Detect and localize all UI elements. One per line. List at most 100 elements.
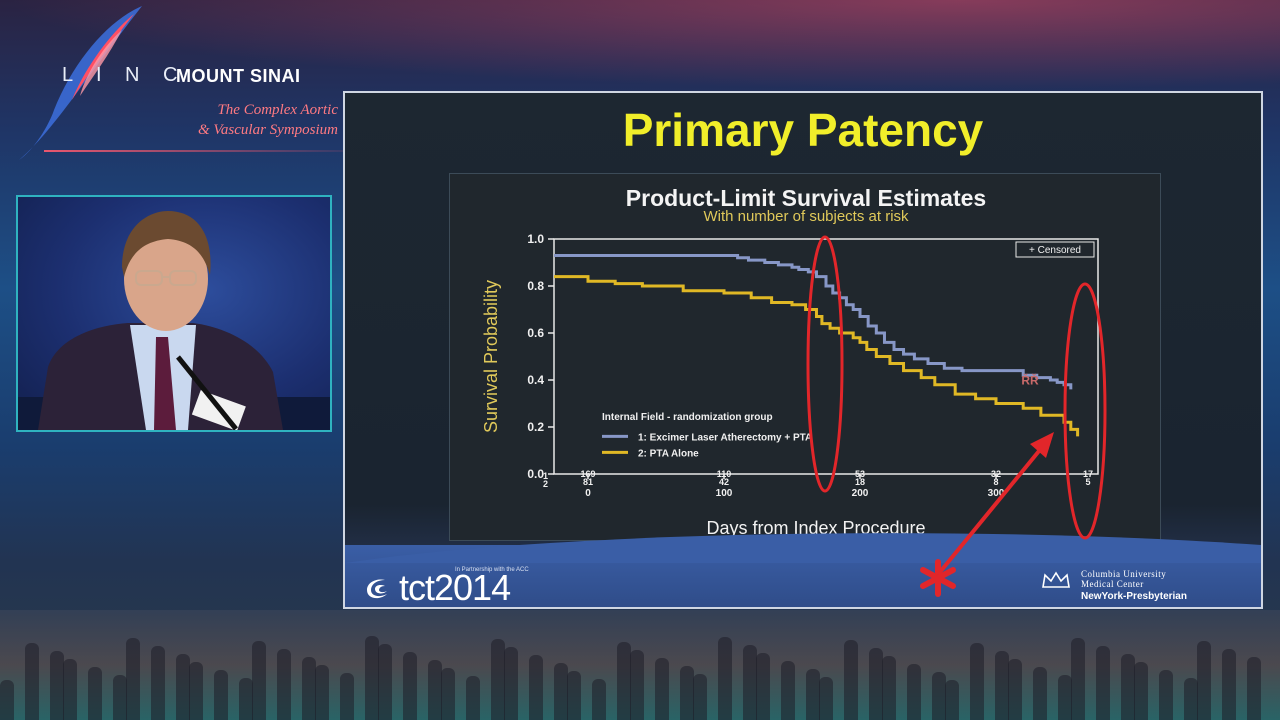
censored-legend-label: + Censored <box>1029 245 1081 256</box>
crowd-figure <box>0 680 14 720</box>
y-tick-label: 1.0 <box>527 232 544 246</box>
crowd-figure <box>567 671 581 720</box>
at-risk-row-label: 2 <box>543 479 548 489</box>
symposium-line-1: The Complex Aortic <box>217 102 338 118</box>
at-risk-count: 53 <box>855 469 865 479</box>
linc-swoosh-icon <box>19 6 142 160</box>
crowd-figure <box>176 654 190 720</box>
tct-partner-text: In Partnership with the ACC <box>455 567 529 573</box>
at-risk-count: 81 <box>583 477 593 487</box>
crown-icon <box>1042 571 1070 588</box>
crowd-figure <box>1222 649 1236 720</box>
y-tick-label: 0.6 <box>527 326 544 340</box>
y-tick-label: 0.4 <box>527 373 544 387</box>
crowd-figure <box>1184 678 1198 720</box>
x-axis-label: Days from Index Procedure <box>706 518 925 538</box>
x-tick-label: 0 <box>585 488 591 499</box>
footer-wave-shape <box>345 533 1261 563</box>
chart-plot-area: 0.0 0.2 0.4 0.6 0.8 1.0 0 100 200 300 Days from In… <box>481 232 1099 538</box>
legend-label-1: 1: Excimer Laser Atherectomy + PTA <box>638 432 812 443</box>
censored-legend-box <box>1015 241 1095 258</box>
linc-text: L I N C <box>62 64 187 86</box>
crowd-figure <box>403 652 417 720</box>
crowd-figure <box>151 646 165 720</box>
chart-subtitle: With number of subjects at risk <box>703 208 909 225</box>
crowd-figure <box>1058 675 1072 720</box>
symposium-text: The Complex Aortic & Vascular Symposium <box>158 100 338 140</box>
crowd-figure <box>1197 641 1211 720</box>
series-line-1 <box>554 253 1073 390</box>
tct-swirl-icon <box>367 579 387 599</box>
crowd-figure <box>756 653 770 720</box>
crowd-figure <box>630 650 644 720</box>
crowd-figure <box>1008 659 1022 720</box>
crowd-figure <box>617 642 631 720</box>
crowd-figure <box>781 661 795 720</box>
crowd-figure <box>315 665 329 720</box>
crowd-figure <box>869 648 883 720</box>
x-tick-label: 100 <box>716 488 733 499</box>
crowd-figure <box>302 657 316 720</box>
crowd-figure <box>554 663 568 720</box>
crowd-figure <box>428 660 442 720</box>
crowd-figure <box>907 664 921 720</box>
conference-logo: L I N C MOUNT SINAI The Complex Aortic &… <box>14 0 344 165</box>
at-risk-count: 169 <box>580 469 595 479</box>
chart-title: Product-Limit Survival Estimates <box>625 185 987 211</box>
at-risk-count: 110 <box>717 469 732 479</box>
crowd-figure <box>277 649 291 720</box>
slide-footer: tct2014 In Partnership with the ACC Colu… <box>345 533 1261 607</box>
background-crowd <box>0 610 1280 720</box>
crowd-figure <box>882 656 896 720</box>
crowd-figure <box>113 675 127 720</box>
crowd-figure <box>1247 657 1261 720</box>
at-risk-count: 8 <box>993 477 998 487</box>
mount-sinai-text: MOUNT SINAI <box>176 66 301 86</box>
crowd-figure <box>466 676 480 720</box>
crowd-figure <box>25 643 39 720</box>
crowd-figure <box>1159 670 1173 720</box>
crowd-figure <box>441 668 455 720</box>
crowd-figure <box>1033 667 1047 720</box>
at-risk-count: 5 <box>1085 477 1090 487</box>
crowd-figure <box>1121 654 1135 720</box>
crowd-figure <box>504 647 518 720</box>
crowd-figure <box>819 677 833 720</box>
crowd-figure <box>50 651 64 720</box>
at-risk-count: 18 <box>855 477 865 487</box>
speaker-figure-icon <box>18 211 330 430</box>
crowd-figure <box>970 643 984 720</box>
crowd-figure <box>995 651 1009 720</box>
crowd-figure <box>239 678 253 720</box>
series-line-2 <box>554 275 1080 437</box>
crowd-figure <box>680 666 694 720</box>
crowd-figure <box>189 662 203 720</box>
at-risk-row-label: 1 <box>543 471 548 481</box>
y-tick-label: 0.2 <box>527 420 544 434</box>
crowd-figure <box>693 674 707 720</box>
crowd-figure <box>126 638 140 720</box>
crowd-figure <box>844 640 858 720</box>
crowd-figure <box>1096 646 1110 720</box>
background-glow <box>0 0 1280 90</box>
tct-logo: tct2014 <box>363 567 511 607</box>
legend-label-2: 2: PTA Alone <box>638 448 699 459</box>
crowd-figure <box>806 669 820 720</box>
nyp-text: NewYork-Presbyterian <box>1081 591 1187 602</box>
y-tick-label: 0.0 <box>527 467 544 481</box>
survival-chart: 0.0 0.2 0.4 0.6 0.8 1.0 0 100 200 300 Days from In… <box>449 173 1161 541</box>
crowd-figure <box>365 636 379 720</box>
crowd-figure <box>932 672 946 720</box>
crowd-figure <box>592 679 606 720</box>
censored-mark: ŘŘ <box>1021 373 1039 388</box>
crowd-figure <box>718 637 732 720</box>
crowd-figure <box>491 639 505 720</box>
crowd-figure <box>655 658 669 720</box>
legend-title: Internal Field - randomization group <box>602 412 773 423</box>
crowd-figure <box>529 655 543 720</box>
crowd-figure <box>214 670 228 720</box>
presentation-slide: Primary Patency 0.0 0.2 0.4 0.6 0.8 1.0 0 100 20… <box>343 91 1263 609</box>
slide-title: Primary Patency <box>622 104 984 156</box>
columbia-line-1: Columbia University <box>1081 569 1167 579</box>
y-axis-label: Survival Probability <box>481 280 501 433</box>
